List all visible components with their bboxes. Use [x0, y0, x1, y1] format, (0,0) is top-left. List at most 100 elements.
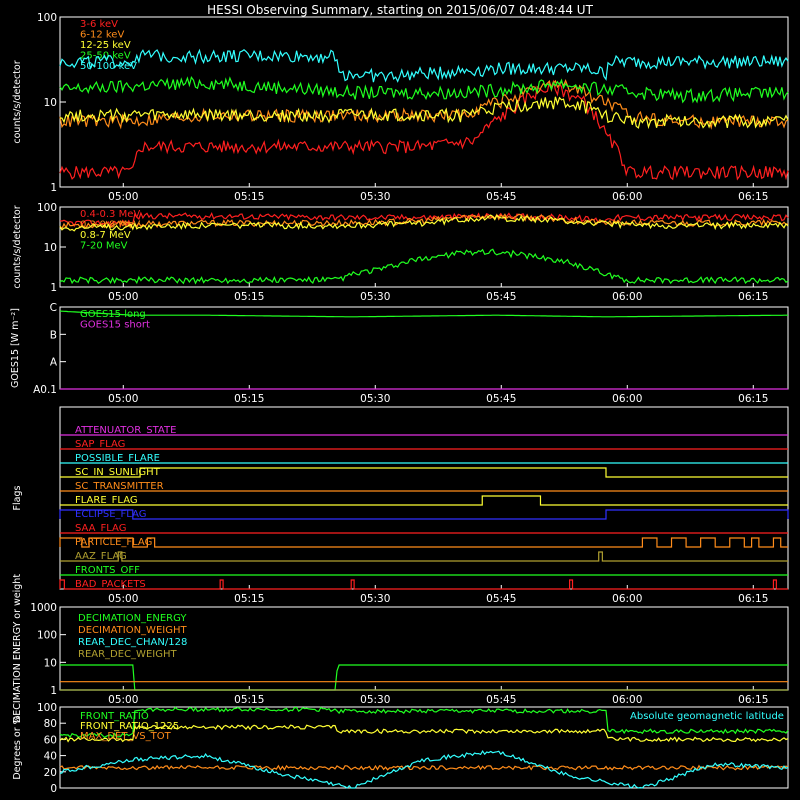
panel-frame: [59, 706, 789, 789]
x-tick-label: 05:45: [486, 393, 516, 405]
x-tick-label: 05:45: [486, 694, 516, 706]
x-tick-label: 05:30: [360, 593, 390, 605]
x-tick-label: 05:15: [234, 593, 264, 605]
series-line: [59, 749, 789, 789]
x-tick-label: 06:15: [738, 393, 768, 405]
x-tick-label: 05:00: [108, 593, 138, 605]
flag-label: SC_IN_SUNLIGHT: [75, 467, 161, 478]
y-tick-label: 0: [50, 783, 57, 795]
y-axis-label: counts/s/detector: [12, 205, 23, 288]
series-line: [59, 79, 789, 181]
y-axis-label: Flags: [12, 485, 23, 510]
legend-entry: REAR_DEC_CHAN/128: [78, 637, 187, 648]
y-axis-label: DECIMATION ENERGY or weight: [12, 574, 23, 723]
x-tick-label: 05:45: [486, 593, 516, 605]
x-tick-label: 05:30: [360, 393, 390, 405]
flag-label: POSSIBLE_FLARE: [75, 453, 160, 464]
legend-entry: DECIMATION_ENERGY: [78, 613, 187, 624]
legend-entry: 25-50 keV: [80, 51, 131, 62]
legend-entry: 0.3-0.8 MeV: [80, 220, 140, 231]
x-tick-label: 06:00: [612, 694, 642, 706]
flag-label: ATTENUATOR_STATE: [75, 425, 176, 436]
chart-title: HESSI Observing Summary, starting on 201…: [207, 3, 593, 17]
y-tick-label: 80: [44, 718, 57, 730]
y-tick-label: 1: [50, 182, 57, 194]
x-tick-label: 05:00: [108, 694, 138, 706]
x-tick-label: 06:00: [612, 593, 642, 605]
legend-entry: 12-25 keV: [80, 40, 131, 51]
y-tick-label: 60: [44, 734, 57, 746]
y-tick-label: A: [50, 357, 58, 369]
series-line: [59, 706, 789, 739]
legend-entry: DECIMATION_WEIGHT: [78, 625, 187, 636]
panel-decimation: 05:00 05:15 05:30 05:45 06:00 06:151101001000…: [12, 574, 789, 723]
legend-entry: 0.8-7 MeV: [80, 230, 131, 241]
flag-label: ECLIPSE_FLAG: [75, 509, 146, 520]
y-tick-label: B: [50, 329, 57, 341]
y-tick-label: 1: [50, 685, 57, 697]
series-line: [59, 310, 788, 318]
flag-label: BAD_PACKETS: [75, 579, 146, 590]
x-tick-label: 06:15: [738, 291, 768, 303]
x-tick-label: 06:15: [738, 694, 768, 706]
legend-entry: GOES15 long: [80, 309, 146, 320]
flag-trace: [59, 537, 788, 548]
chart-panels: 05:00 05:15 05:30 05:45 06:00 06:15110100coun…: [10, 12, 789, 795]
y-tick-label: 40: [44, 751, 57, 763]
flag-label: SAP_FLAG: [75, 439, 125, 450]
legend-entry: Absolute geomagnetic latitude: [630, 711, 784, 722]
x-tick-label: 06:00: [612, 393, 642, 405]
x-tick-label: 05:00: [108, 291, 138, 303]
legend-entry: 50-100 keV: [80, 61, 137, 72]
series-line: [59, 76, 789, 104]
y-tick-label: 100: [37, 630, 57, 642]
flag-label: FRONTS_OFF: [75, 565, 140, 576]
x-tick-label: 05:15: [234, 694, 264, 706]
x-tick-label: 05:15: [234, 191, 264, 203]
legend-entry: REAR_DEC_WEIGHT: [78, 649, 177, 660]
flag-label: PARTICLE_FLAG: [75, 537, 152, 548]
panel-goes: 05:00 05:15 05:30 05:45 06:00 06:15 A0.1 A B C GOE…: [10, 302, 789, 405]
y-tick-label: 10: [44, 97, 57, 109]
legend-entry: FRONT_RATIO_1225: [80, 721, 179, 732]
panel-ratios: 0 20 40 60 80 100 Degrees or % FRONT_RATIOFRONT…: [12, 702, 789, 795]
series-line: [59, 96, 789, 130]
flag-trace: [60, 551, 788, 562]
legend-entry: 7-20 MeV: [80, 241, 128, 252]
legend-entry: GOES15 short: [80, 320, 150, 331]
panel-flags: 05:00 05:15 05:30 05:45 06:00 06:15 Flags ATTEN…: [12, 406, 789, 605]
series-line: [59, 48, 789, 83]
x-tick-label: 05:30: [360, 191, 390, 203]
x-tick-label: 06:15: [738, 593, 768, 605]
x-tick-label: 05:00: [108, 191, 138, 203]
flag-label: SC_TRANSMITTER: [75, 481, 164, 492]
x-tick-label: 06:15: [738, 191, 768, 203]
flag-trace: [59, 509, 789, 520]
x-tick-label: 05:15: [234, 393, 264, 405]
y-tick-label: A0.1: [33, 384, 57, 396]
x-tick-label: 05:30: [360, 694, 390, 706]
x-tick-label: 05:30: [360, 291, 390, 303]
flag-trace: [60, 495, 788, 506]
flag-trace: [60, 467, 788, 478]
series-line: [59, 764, 789, 771]
y-tick-label: 1000: [30, 602, 57, 614]
y-tick-label: C: [50, 302, 57, 314]
series-line: [59, 211, 789, 228]
x-tick-label: 05:00: [108, 393, 138, 405]
y-tick-label: 100: [37, 202, 57, 214]
series-line: [59, 248, 789, 285]
legend-entry: FRONT_RATIO: [80, 711, 149, 722]
y-tick-label: 1: [50, 282, 57, 294]
legend-entry: 6-12 keV: [80, 30, 124, 41]
flag-label: FLARE_FLAG: [75, 495, 138, 506]
x-tick-label: 06:00: [612, 191, 642, 203]
y-tick-label: 100: [37, 702, 57, 714]
x-tick-label: 05:45: [486, 291, 516, 303]
flag-trace: [59, 579, 788, 590]
y-tick-label: 20: [44, 767, 57, 779]
legend-entry: 0.4-0.3 MeV: [80, 209, 140, 220]
series-line: [59, 724, 789, 743]
y-axis-label: counts/s/detector: [12, 60, 23, 143]
